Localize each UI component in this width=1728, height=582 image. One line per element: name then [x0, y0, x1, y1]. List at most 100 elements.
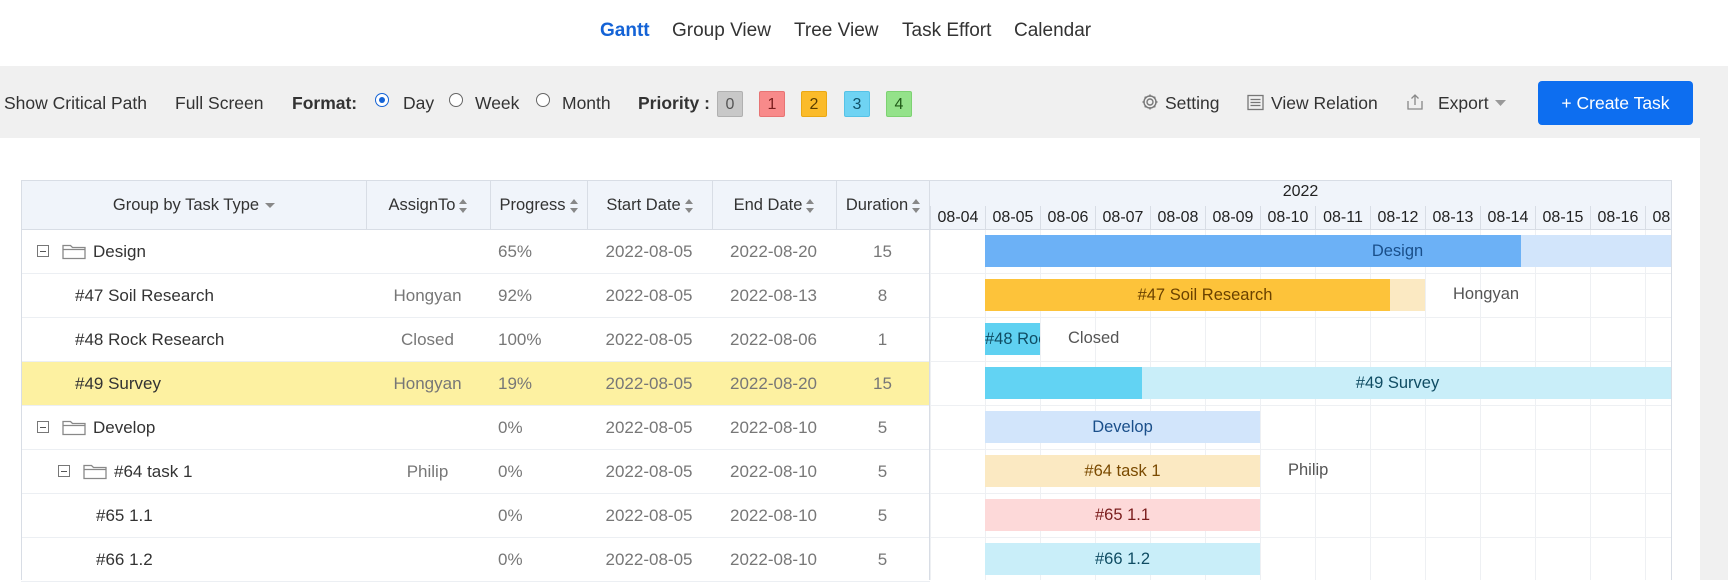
timeline-right-border	[1671, 180, 1672, 580]
create-task-button[interactable]: + Create Task	[1538, 81, 1693, 125]
column-divider	[366, 181, 367, 229]
priority-4-chip[interactable]: 4	[886, 91, 912, 117]
duration-cell: 5	[877, 462, 888, 481]
folder-icon	[83, 464, 107, 480]
column-header-label: AssignTo	[388, 196, 456, 214]
gantt-bar-label: #65 1.1	[1094, 506, 1151, 524]
priority-label: Priority :	[638, 93, 710, 113]
table-row[interactable]: #66 1.2 0% 2022-08-05 2022-08-10 5	[21, 538, 930, 582]
format-month-radio[interactable]	[536, 93, 550, 107]
table-row[interactable]: #65 1.1 0% 2022-08-05 2022-08-10 5	[21, 494, 930, 538]
assign-to-cell	[366, 494, 489, 537]
collapse-toggle-icon[interactable]	[58, 465, 70, 477]
gantt-bar-progress	[985, 367, 1142, 399]
table-row[interactable]: #48 Rock Research Closed 100% 2022-08-05 202…	[21, 318, 930, 362]
format-day-radio[interactable]	[375, 93, 389, 107]
column-header-label: Start Date	[606, 196, 681, 214]
task-name[interactable]: Develop	[93, 418, 156, 437]
table-row[interactable]: #64 task 1 Philip 0% 2022-08-05 2022-08-10 5	[21, 450, 930, 494]
tab-tree-view[interactable]: Tree View	[794, 20, 879, 41]
task-name[interactable]: #47 Soil Research	[75, 286, 214, 305]
collapse-toggle-icon[interactable]	[37, 245, 49, 257]
table-row-selected[interactable]: #49 Survey Hongyan 19% 2022-08-05 2022-08-20…	[21, 362, 930, 406]
collapse-toggle-icon[interactable]	[37, 421, 49, 433]
sort-icon[interactable]	[684, 198, 694, 213]
gantt-bar-assignee: Hongyan	[1453, 285, 1520, 303]
gear-icon[interactable]	[1141, 93, 1159, 111]
tab-calendar[interactable]: Calendar	[1014, 20, 1092, 41]
task-name[interactable]: #65 1.1	[96, 506, 153, 525]
format-week-label[interactable]: Week	[475, 93, 520, 113]
gantt-bar[interactable]: #65 1.1	[985, 499, 1260, 531]
end-date-cell: 2022-08-06	[730, 330, 817, 349]
column-header-end-date[interactable]: End Date	[713, 181, 836, 229]
assign-to-cell	[366, 538, 489, 581]
sort-icon[interactable]	[806, 198, 815, 213]
task-name[interactable]: #66 1.2	[96, 550, 153, 569]
table-row[interactable]: Design 65% 2022-08-05 2022-08-20 15	[21, 230, 930, 274]
gantt-bar[interactable]: #66 1.2	[985, 543, 1260, 575]
folder-icon	[62, 244, 86, 260]
start-date-cell: 2022-08-05	[605, 506, 693, 525]
tab-group-view[interactable]: Group View	[672, 20, 771, 41]
gantt-bar[interactable]: #48 Rock Research	[985, 323, 1040, 355]
export-button[interactable]: Export	[1438, 93, 1489, 113]
format-month-label[interactable]: Month	[562, 93, 611, 113]
list-icon[interactable]	[1247, 94, 1264, 111]
folder-icon	[62, 420, 86, 436]
column-header-duration[interactable]: Duration	[837, 181, 930, 229]
end-date-cell: 2022-08-20	[730, 374, 817, 393]
gantt-bar[interactable]: Develop	[985, 411, 1260, 443]
setting-button[interactable]: Setting	[1165, 93, 1220, 113]
sort-icon[interactable]	[912, 198, 921, 213]
grid-left-border	[21, 180, 22, 580]
gantt-bar-label: Design	[1371, 242, 1424, 260]
task-name[interactable]: #49 Survey	[75, 374, 161, 393]
start-date-cell: 2022-08-05	[605, 330, 693, 349]
timeline-day: 08-13	[1425, 206, 1480, 229]
task-name[interactable]: #48 Rock Research	[75, 330, 225, 349]
duration-cell: 5	[877, 418, 888, 437]
format-label: Format:	[292, 93, 358, 113]
duration-cell: 5	[877, 550, 888, 569]
column-header-assignto[interactable]: AssignTo	[367, 181, 490, 229]
timeline-day: 08-14	[1480, 206, 1535, 229]
gantt-bar[interactable]: #64 task 1	[985, 455, 1260, 487]
grid-line	[930, 273, 1671, 274]
timeline-day: 08-06	[1040, 206, 1095, 229]
tab-gantt[interactable]: Gantt	[600, 20, 650, 41]
gantt-bar[interactable]: Design	[985, 235, 1671, 267]
toolbar: Show Critical Path Full Screen Format: D…	[0, 66, 1728, 138]
view-relation-button[interactable]: View Relation	[1271, 93, 1378, 113]
priority-1-chip[interactable]: 1	[759, 91, 785, 117]
task-name[interactable]: #64 task 1	[114, 462, 193, 481]
chevron-down-icon[interactable]	[1495, 100, 1506, 107]
gantt-bar[interactable]: #47 Soil Research	[985, 279, 1425, 311]
format-day-label[interactable]: Day	[403, 93, 435, 113]
full-screen-button[interactable]: Full Screen	[175, 93, 264, 113]
end-date-cell: 2022-08-20	[730, 242, 817, 261]
column-header-progress[interactable]: Progress	[491, 181, 587, 229]
show-critical-path-button[interactable]: Show Critical Path	[4, 93, 147, 113]
export-icon[interactable]	[1406, 93, 1424, 111]
sort-icon[interactable]	[569, 198, 579, 213]
grid-gantt-divider[interactable]	[929, 180, 930, 580]
grid-line	[930, 449, 1671, 450]
assign-to-cell: Hongyan	[393, 374, 462, 393]
table-row[interactable]: Develop 0% 2022-08-05 2022-08-10 5	[21, 406, 930, 450]
column-header-start-date[interactable]: Start Date	[588, 181, 712, 229]
start-date-cell: 2022-08-05	[605, 374, 693, 393]
priority-2-chip[interactable]: 2	[801, 91, 827, 117]
timeline-header: 2022 08-04 08-05 08-06 08-07 08-08 08-09 08-10…	[930, 180, 1671, 230]
sort-icon[interactable]	[459, 198, 468, 213]
format-week-radio[interactable]	[449, 93, 463, 107]
priority-3-chip[interactable]: 3	[844, 91, 870, 117]
tab-task-effort[interactable]: Task Effort	[902, 20, 992, 41]
timeline-day: 08-08	[1150, 206, 1205, 229]
table-row[interactable]: #47 Soil Research Hongyan 92% 2022-08-05 202…	[21, 274, 930, 318]
gantt-bar[interactable]: #49 Survey	[985, 367, 1671, 399]
task-name[interactable]: Design	[93, 242, 146, 261]
priority-0-chip[interactable]: 0	[717, 91, 743, 117]
group-by-dropdown[interactable]: Group by Task Type	[22, 181, 366, 229]
gantt-bar-label: #48 Rock Research	[985, 330, 1040, 348]
